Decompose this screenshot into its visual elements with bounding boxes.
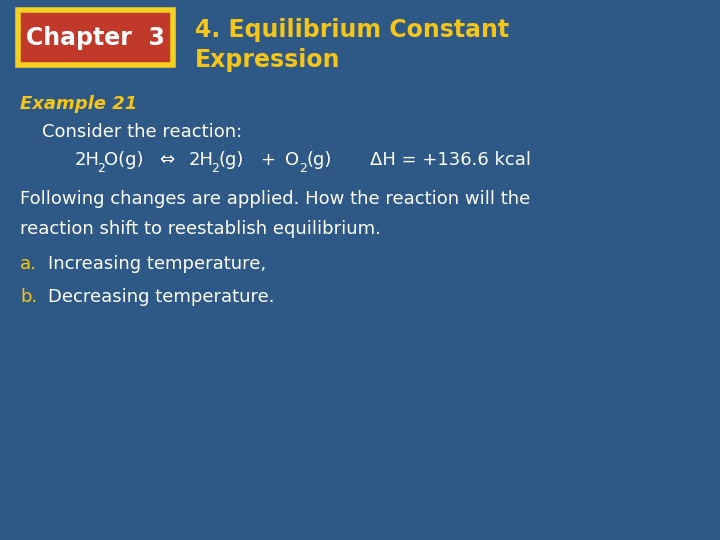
- Text: Chapter  3: Chapter 3: [26, 25, 165, 50]
- Text: ⇔: ⇔: [159, 151, 174, 169]
- Text: 2H: 2H: [189, 151, 214, 169]
- Text: b.: b.: [20, 288, 37, 306]
- Text: 2: 2: [211, 162, 219, 175]
- Text: Decreasing temperature.: Decreasing temperature.: [48, 288, 274, 306]
- Text: 2: 2: [299, 162, 307, 175]
- Text: Expression: Expression: [195, 48, 341, 72]
- Text: 2: 2: [97, 162, 105, 175]
- Text: 4. Equilibrium Constant: 4. Equilibrium Constant: [195, 18, 509, 42]
- Text: Consider the reaction:: Consider the reaction:: [42, 123, 242, 141]
- FancyBboxPatch shape: [18, 10, 173, 65]
- Text: reaction shift to reestablish equilibrium.: reaction shift to reestablish equilibriu…: [20, 220, 381, 238]
- Text: 2H: 2H: [75, 151, 100, 169]
- Text: (g): (g): [306, 151, 331, 169]
- Text: Example 21: Example 21: [20, 95, 138, 113]
- Text: a.: a.: [20, 255, 37, 273]
- Text: ΔH = +136.6 kcal: ΔH = +136.6 kcal: [370, 151, 531, 169]
- Text: Increasing temperature,: Increasing temperature,: [48, 255, 266, 273]
- Text: +: +: [260, 151, 275, 169]
- Text: O: O: [285, 151, 299, 169]
- Text: Following changes are applied. How the reaction will the: Following changes are applied. How the r…: [20, 190, 530, 208]
- Text: O(g): O(g): [104, 151, 143, 169]
- Text: (g): (g): [218, 151, 243, 169]
